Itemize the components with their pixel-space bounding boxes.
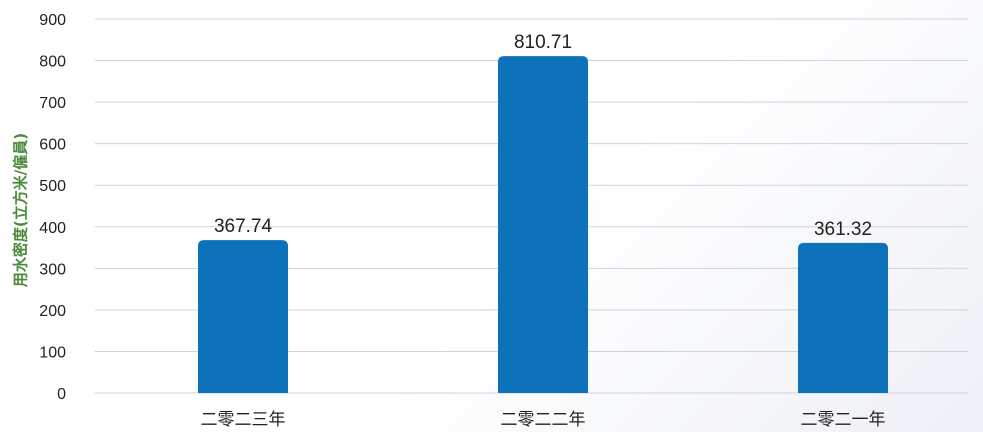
bar (498, 56, 588, 394)
data-label: 361.32 (814, 219, 872, 240)
y-tick-label: 100 (39, 344, 66, 361)
x-tick-label: 二零二二年 (501, 410, 586, 430)
bars (198, 56, 888, 394)
y-axis-title-wrap: 用水密度(立方米/僱員) (0, 0, 40, 432)
y-tick-label: 600 (39, 137, 66, 154)
x-axis-ticks: 二零二三年 二零二二年 二零二一年 (201, 410, 886, 430)
y-tick-label: 400 (39, 220, 66, 237)
y-tick-label: 500 (39, 178, 66, 195)
data-label: 810.71 (514, 32, 572, 53)
bar (198, 240, 288, 393)
y-axis-title: 用水密度(立方米/僱員) (11, 132, 30, 288)
y-tick-label: 0 (57, 386, 66, 403)
y-tick-label: 700 (39, 95, 66, 112)
data-label: 367.74 (214, 216, 273, 237)
x-tick-label: 二零二一年 (801, 410, 886, 430)
y-tick-label: 200 (39, 303, 66, 320)
y-tick-label: 300 (39, 261, 66, 278)
y-tick-label: 900 (39, 12, 66, 29)
y-axis-ticks: 0 100 200 300 400 500 600 700 800 900 (39, 12, 66, 403)
data-labels: 367.74 810.71 361.32 (214, 32, 872, 240)
x-tick-label: 二零二三年 (201, 410, 286, 430)
y-tick-label: 800 (39, 54, 66, 71)
bar (798, 242, 888, 393)
